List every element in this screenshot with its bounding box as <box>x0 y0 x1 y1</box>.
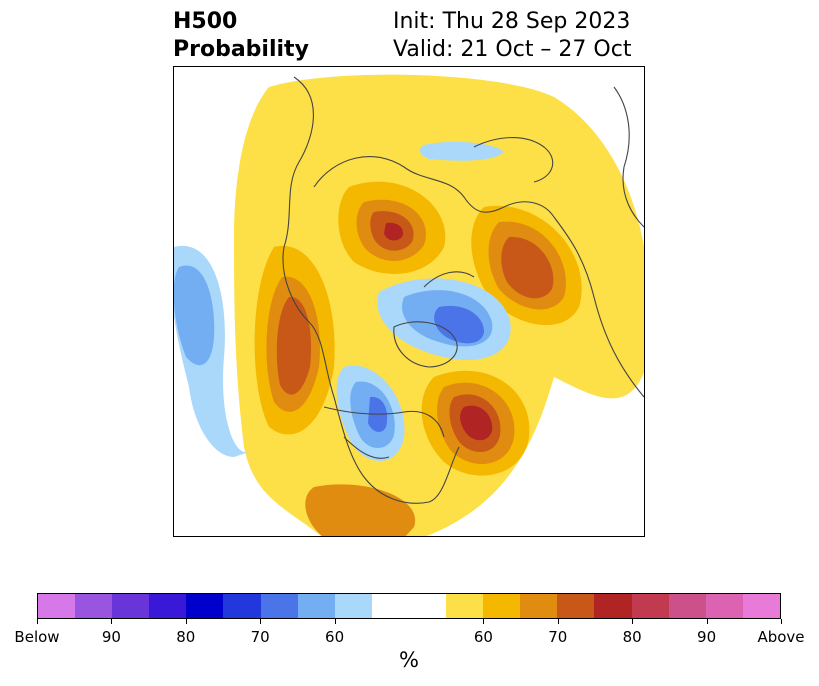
colorbar <box>37 593 781 619</box>
colorbar-cell <box>446 594 484 618</box>
valid-range: Valid: 21 Oct – 27 Oct <box>393 37 632 62</box>
above-90-west <box>276 296 312 395</box>
colorbar-tick-mark <box>111 619 113 624</box>
colorbar-cell <box>223 594 261 618</box>
colorbar-cell <box>112 594 150 618</box>
colorbar-cell <box>149 594 187 618</box>
colorbar-cell <box>557 594 595 618</box>
colorbar-tick-mark <box>632 619 634 624</box>
above-70-south <box>305 484 416 536</box>
colorbar-tick-mark <box>781 619 782 624</box>
colorbar-tick-mark <box>706 619 708 624</box>
colorbar-tick-mark <box>334 619 336 624</box>
colorbar-tick-mark <box>260 619 262 624</box>
colorbar-cell <box>371 594 409 618</box>
colorbar-cell <box>297 594 335 618</box>
colorbar-cell <box>260 594 298 618</box>
date-info: Init: Thu 28 Sep 2023 Valid: 21 Oct – 27… <box>393 8 631 64</box>
above-90-europe <box>501 236 554 299</box>
title-line-1: H500 <box>173 9 238 34</box>
colorbar-cell <box>594 594 632 618</box>
above-95-siberia <box>384 222 404 241</box>
colorbar-cell <box>38 594 76 618</box>
colorbar-cell <box>631 594 669 618</box>
map-title: H500 Probability <box>173 8 309 64</box>
colorbar-cell <box>668 594 706 618</box>
colorbar-tick-label: 70 <box>250 628 270 646</box>
colorbar-tick-label: Above <box>757 628 805 646</box>
colorbar-cell <box>186 594 224 618</box>
colorbar-tick-label: 80 <box>622 628 642 646</box>
colorbar-tick-mark <box>37 619 38 624</box>
colorbar-tick-mark <box>557 619 559 624</box>
below-normal-regions <box>174 141 511 461</box>
colorbar-tick-label: 70 <box>548 628 568 646</box>
title-line-2: Probability <box>173 37 309 62</box>
below-70-pacific <box>174 265 215 366</box>
colorbar-cell <box>334 594 372 618</box>
map-canvas <box>174 74 644 536</box>
colorbar-cell <box>742 594 780 618</box>
colorbar-cell <box>520 594 558 618</box>
above-95-atlantic <box>460 405 493 441</box>
colorbar-cell <box>408 594 447 618</box>
probability-map <box>173 66 645 537</box>
colorbar-tick-label: 80 <box>176 628 196 646</box>
colorbar-tick-label: 60 <box>473 628 493 646</box>
coastlines <box>282 76 644 504</box>
colorbar-cell <box>705 594 743 618</box>
colorbar-tick-label: 60 <box>325 628 345 646</box>
below-60-arctic <box>419 141 504 161</box>
init-date: Init: Thu 28 Sep 2023 <box>393 9 631 34</box>
colorbar-tick-mark <box>185 619 187 624</box>
colorbar-tick-label: 90 <box>101 628 121 646</box>
colorbar-tick-label: 90 <box>697 628 717 646</box>
colorbar-tick-label: Below <box>14 628 60 646</box>
colorbar-cell <box>483 594 521 618</box>
colorbar-cell <box>75 594 113 618</box>
colorbar-unit: % <box>399 648 419 672</box>
below-80-hudson <box>434 305 484 344</box>
colorbar-tick-mark <box>483 619 485 624</box>
